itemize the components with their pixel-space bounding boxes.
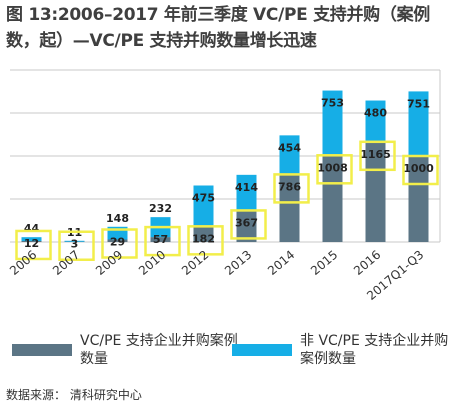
bar-non-vc [365, 100, 386, 142]
data-label-non-vc: 480 [364, 107, 387, 120]
legend-item-vc: VC/PE 支持企业并购案例数量 [12, 332, 240, 368]
highlight-box [230, 209, 267, 240]
data-label-vc: 29 [110, 236, 125, 249]
highlight-box [359, 140, 396, 172]
bar-vc [107, 239, 128, 242]
data-label-non-vc: 414 [235, 181, 258, 194]
data-label-vc: 786 [278, 180, 301, 193]
data-label-vc: 367 [235, 216, 258, 229]
highlight-box [187, 225, 224, 256]
bar-vc [322, 155, 343, 242]
data-label-non-vc: 751 [407, 97, 430, 110]
bar-non-vc [193, 185, 214, 227]
data-label-vc: 1008 [317, 161, 348, 174]
bar-vc [236, 210, 257, 242]
bar-non-vc [408, 91, 429, 156]
highlight-box [101, 228, 138, 259]
data-label-vc: 1000 [403, 162, 434, 175]
chart-title: 图 13:2006–2017 年前三季度 VC/PE 支持并购（案例数，起）—V… [6, 5, 430, 51]
legend-swatch-non-vc [232, 344, 292, 356]
data-label-non-vc: 454 [278, 141, 301, 154]
highlight-box [402, 154, 439, 186]
data-label-vc: 12 [24, 237, 39, 250]
data-labels: 4412113148292325747518241436745478675310… [15, 97, 439, 261]
highlight-box [15, 229, 52, 261]
data-label-non-vc: 148 [106, 212, 129, 225]
highlight-box [316, 154, 353, 185]
x-tick-label: 2006 [7, 248, 39, 278]
data-label-vc: 3 [71, 238, 79, 251]
bar-vc [365, 141, 386, 242]
x-tick-label: 2007 [50, 248, 82, 278]
data-label-non-vc: 475 [192, 191, 215, 204]
bar-non-vc [21, 237, 42, 241]
data-label-non-vc: 44 [24, 222, 40, 235]
legend-label-non-vc: 非 VC/PE 支持企业并购案例数量 [300, 333, 449, 367]
x-tick-label: 2012 [179, 248, 211, 278]
x-tick-label: 2014 [265, 248, 297, 278]
highlight-box [144, 225, 181, 257]
bar-vc [408, 156, 429, 242]
highlight-box [273, 173, 310, 204]
data-label-non-vc: 232 [149, 202, 172, 215]
bar-vc [279, 174, 300, 242]
bar-non-vc [236, 174, 257, 211]
legend-swatch-vc [12, 344, 72, 356]
bar-non-vc [279, 135, 300, 175]
bars [21, 90, 429, 242]
highlight-box [58, 230, 95, 261]
bar-vc [193, 226, 214, 242]
data-label-vc: 1165 [360, 148, 391, 161]
x-tick-label: 2010 [136, 248, 168, 278]
x-tick-label: 2009 [93, 248, 125, 278]
x-axis-ticks: 2006 2007 2009 2010 2012 2013 2014 2015 20162017… [7, 248, 426, 303]
data-label-vc: 182 [192, 232, 215, 245]
bar-vc [21, 240, 42, 242]
bar-vc [150, 237, 171, 242]
bar-non-vc [64, 240, 85, 242]
bar-non-vc [322, 90, 343, 156]
x-tick-label: 2015 [308, 248, 340, 278]
data-label-non-vc: 753 [321, 97, 344, 110]
data-label-vc: 57 [153, 233, 168, 246]
legend-label-vc: VC/PE 支持企业并购案例数量 [80, 333, 238, 367]
data-source-note: 数据来源： 清科研究中心 [6, 388, 142, 402]
x-tick-label: 2013 [222, 248, 254, 278]
x-tick-label: 2016 [351, 248, 383, 278]
legend-item-non-vc: 非 VC/PE 支持企业并购案例数量 [232, 332, 452, 368]
